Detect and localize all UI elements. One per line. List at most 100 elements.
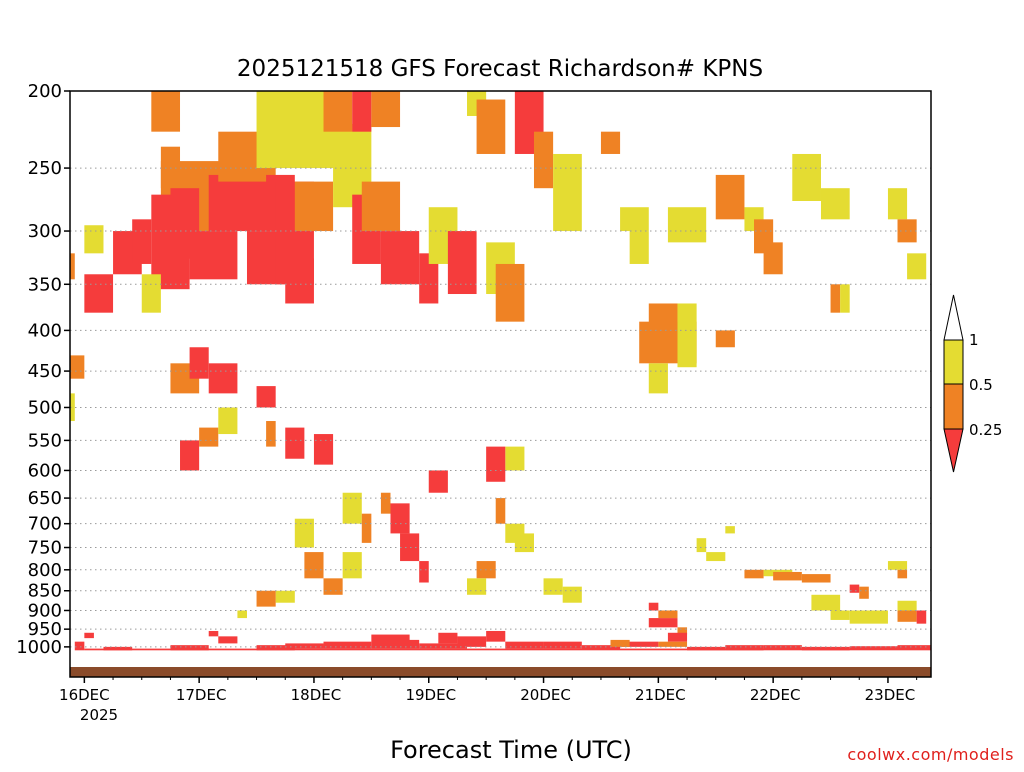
heatmap-cell [514, 533, 534, 553]
heatmap-cell [103, 646, 133, 651]
heatmap-cell [897, 645, 931, 650]
heatmap-cell [256, 590, 276, 607]
x-tick-label: 22DEC [750, 686, 801, 704]
heatmap-cell [658, 610, 678, 619]
heatmap-cell [70, 253, 75, 280]
heatmap-cell [180, 440, 200, 471]
heatmap-cell [294, 518, 314, 548]
heatmap-cell [620, 207, 649, 232]
x-tick-label: 20DEC [520, 686, 571, 704]
heatmap-cell [495, 498, 506, 524]
heatmap-cell [715, 174, 745, 220]
heatmap-cell [773, 571, 802, 581]
x-tick-label: 21DEC [635, 686, 686, 704]
y-axis: 200 250 300 350 400 450 500 550 600 650 700 7508008… [16, 81, 70, 658]
y-tick-label: 450 [28, 361, 62, 382]
y-tick-label: 550 [28, 430, 62, 451]
heatmap-cell [323, 578, 343, 595]
x-tick-label: 17DEC [176, 686, 227, 704]
colorbar-legend: 1 0.5 0.25 [943, 294, 1002, 473]
heatmap-cell [285, 258, 314, 304]
colorbar-bin [943, 383, 964, 430]
heatmap-cell [151, 194, 190, 290]
heatmap-cell [467, 578, 487, 595]
heatmap-cell [677, 627, 688, 635]
heatmap-cell [610, 641, 659, 647]
heatmap-cell [706, 552, 726, 562]
heatmap-cell [285, 427, 305, 459]
heatmap-cell [648, 602, 659, 611]
heatmap-cell [830, 284, 841, 313]
colorbar-label: 1 [969, 331, 979, 349]
x-tick-label: 23DEC [865, 686, 916, 704]
heatmap-cell [820, 188, 850, 220]
heatmap-cell [811, 594, 841, 611]
heatmap-cell [897, 610, 917, 622]
x-axis: 16DEC 17DEC 18DEC 19DEC 20DEC 21DEC 22DEC 23DEC [59, 677, 918, 704]
heatmap-cell [907, 253, 927, 280]
heatmap-cell [763, 242, 783, 275]
y-tick-label: 250 [28, 158, 62, 179]
heatmap-cell [849, 584, 860, 593]
heatmap-cell [285, 643, 324, 649]
chart-title: 2025121518 GFS Forecast Richardson# KPNS [237, 56, 763, 82]
heatmap-cell [294, 181, 334, 232]
heatmap-cell [304, 552, 324, 579]
heatmap-cell [323, 91, 353, 132]
heatmap-cell [84, 632, 94, 639]
heatmap-cell [581, 645, 621, 650]
heatmap-cell [897, 219, 917, 243]
heatmap-cell [199, 427, 219, 447]
ground-surface [70, 667, 931, 677]
credit-text: coolwx.com/models [847, 745, 1014, 764]
heatmap-cell [237, 610, 247, 619]
heatmap-cell [208, 363, 238, 394]
y-tick-label: 500 [28, 397, 62, 418]
y-tick-label: 800 [28, 560, 62, 581]
heatmap-cell [801, 574, 831, 583]
colorbar-label: 0.25 [969, 421, 1002, 439]
y-tick-label: 400 [28, 320, 62, 341]
heatmap-cell [715, 330, 735, 348]
heatmap-cell [744, 569, 764, 579]
heatmap-cell [380, 231, 420, 285]
heatmap-cell [313, 434, 334, 465]
heatmap-cell [667, 207, 707, 243]
heatmap-cell [84, 648, 932, 651]
heatmap-cell [505, 641, 544, 649]
y-tick-label: 950 [28, 619, 62, 640]
heatmap-cell [629, 231, 649, 264]
heatmap-cell [553, 153, 582, 232]
heatmap-cells [70, 91, 932, 651]
y-tick-label: 900 [28, 600, 62, 621]
heatmap-cell [725, 526, 735, 534]
heatmap-cell [189, 347, 209, 379]
y-tick-label: 750 [28, 538, 62, 559]
heatmap-cell [830, 610, 850, 620]
heatmap-cell [189, 231, 238, 280]
heatmap-cell [457, 636, 487, 647]
colorbar-top-arrow [943, 294, 964, 341]
heatmap-cell [419, 643, 468, 649]
x-tick-label: 18DEC [291, 686, 342, 704]
heatmap-cell [256, 645, 295, 651]
y-tick-label: 650 [28, 488, 62, 509]
heatmap-cell [84, 274, 114, 313]
heatmap-cell [725, 645, 764, 651]
heatmap-cell [849, 610, 888, 624]
heatmap-cell [849, 646, 898, 650]
heatmap-cell [447, 231, 477, 295]
heatmap-cell [696, 538, 707, 553]
heatmap-cell [543, 641, 582, 649]
heatmap-cell [648, 363, 668, 394]
pressure-gridlines [70, 167, 931, 648]
heatmap-cell [70, 355, 85, 379]
heatmap-cell [151, 91, 181, 132]
heatmap-cell [600, 131, 621, 154]
heatmap-cell [390, 503, 410, 534]
heatmap-cell [610, 639, 630, 647]
heatmap-cell [667, 632, 688, 642]
heatmap-cell [648, 618, 678, 628]
heatmap-cell [859, 586, 869, 599]
